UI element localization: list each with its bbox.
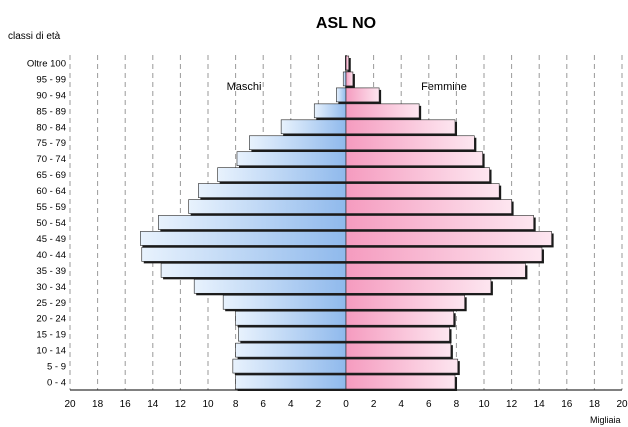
x-tick-label: 20	[64, 399, 76, 410]
bar-maschi-5-9	[232, 358, 347, 374]
category-label: 95 - 99	[36, 74, 66, 85]
x-tick-label: 10	[478, 399, 490, 410]
bar-maschi-50-54	[158, 215, 347, 230]
bar-maschi-15-19	[238, 326, 347, 342]
x-tick-label: 18	[92, 399, 104, 410]
category-label: 30 - 34	[36, 282, 66, 293]
category-label: 20 - 24	[36, 314, 66, 325]
category-label: 15 - 19	[36, 330, 66, 341]
category-label: 90 - 94	[36, 90, 66, 101]
bar-maschi-70-74	[236, 151, 347, 166]
bar-maschi-25-29	[222, 294, 347, 310]
bar-femmine-80-84	[345, 119, 456, 135]
category-label: 10 - 14	[36, 346, 66, 357]
category-label: 85 - 89	[36, 106, 66, 117]
bar-femmine-60-64	[345, 183, 500, 198]
category-label: 35 - 39	[36, 266, 66, 277]
x-tick-label: 20	[616, 399, 628, 410]
x-tick-label: 16	[561, 399, 573, 410]
bar-maschi-95-99	[342, 71, 347, 87]
x-tick-label: 8	[454, 399, 460, 410]
bar-femmine-45-49	[345, 231, 552, 246]
category-label: Oltre 100	[27, 58, 66, 69]
bar-maschi-55-59	[188, 199, 347, 214]
bar-femmine-20-24	[345, 310, 454, 326]
bar-maschi-65-69	[217, 167, 347, 182]
bar-femmine-90-94	[345, 87, 380, 103]
bar-femmine-85-89	[345, 103, 420, 119]
category-label: 55 - 59	[36, 202, 66, 213]
x-tick-label: 4	[288, 399, 294, 410]
bar-femmine-70-74	[345, 151, 483, 166]
x-tick-label: 18	[589, 399, 601, 410]
y-axis-label: classi di età	[8, 31, 61, 42]
category-label: 70 - 74	[36, 154, 66, 165]
category-label: 45 - 49	[36, 234, 66, 245]
category-label: 50 - 54	[36, 218, 66, 229]
bar-femmine-35-39	[345, 263, 526, 278]
x-tick-label: 12	[175, 399, 187, 410]
bar-maschi-85-89	[313, 103, 347, 119]
bar-femmine-55-59	[345, 199, 512, 214]
x-tick-label: 0	[343, 399, 349, 410]
bar-shadow-femmine	[348, 58, 351, 72]
bar-femmine-Oltre100	[345, 55, 350, 71]
bar-femmine-0-4	[345, 374, 456, 390]
category-label: 5 - 9	[47, 362, 66, 373]
series-label-femmine: Femmine	[421, 81, 467, 93]
bar-maschi-45-49	[140, 231, 347, 246]
bar-femmine-50-54	[345, 215, 534, 230]
bar-femmine-75-79	[345, 135, 475, 151]
bar-maschi-20-24	[235, 310, 347, 326]
bar-femmine-30-34	[345, 279, 492, 294]
category-label: 80 - 84	[36, 122, 66, 133]
x-tick-label: 12	[506, 399, 518, 410]
bar-femmine-65-69	[345, 167, 490, 182]
bar-maschi-10-14	[235, 342, 347, 358]
bar-maschi-75-79	[249, 135, 347, 151]
bar-femmine-15-19	[345, 326, 450, 342]
bar-maschi-60-64	[198, 183, 347, 198]
bar-femmine-5-9	[345, 358, 459, 374]
x-tick-label: 10	[202, 399, 214, 410]
x-tick-label: 14	[147, 399, 159, 410]
bar-maschi-90-94	[336, 87, 347, 103]
bar-maschi-80-84	[280, 119, 347, 135]
x-tick-label: 8	[233, 399, 239, 410]
x-tick-label: 2	[316, 399, 322, 410]
category-label: 65 - 69	[36, 170, 66, 181]
chart-title: ASL NO	[316, 15, 376, 32]
category-label: 40 - 44	[36, 250, 66, 261]
x-tick-label: 6	[260, 399, 266, 410]
x-tick-label: 14	[534, 399, 546, 410]
bar-maschi-30-34	[193, 279, 347, 294]
series-label-maschi: Maschi	[227, 81, 262, 93]
x-tick-label: 16	[120, 399, 132, 410]
category-label: 60 - 64	[36, 186, 66, 197]
x-tick-label: 2	[371, 399, 377, 410]
bar-maschi-35-39	[160, 263, 347, 278]
x-tick-label: 4	[398, 399, 404, 410]
bar-maschi-0-4	[235, 374, 347, 390]
category-label: 75 - 79	[36, 138, 66, 149]
bar-femmine-25-29	[345, 294, 465, 310]
bar-maschi-40-44	[141, 247, 347, 262]
category-label: 0 - 4	[47, 378, 66, 389]
bar-femmine-10-14	[345, 342, 452, 358]
x-tick-label: 6	[426, 399, 432, 410]
x-axis-label: Migliaia	[590, 415, 621, 425]
category-label: 25 - 29	[36, 298, 66, 309]
bar-femmine-95-99	[345, 71, 354, 87]
bar-femmine-40-44	[345, 247, 543, 262]
